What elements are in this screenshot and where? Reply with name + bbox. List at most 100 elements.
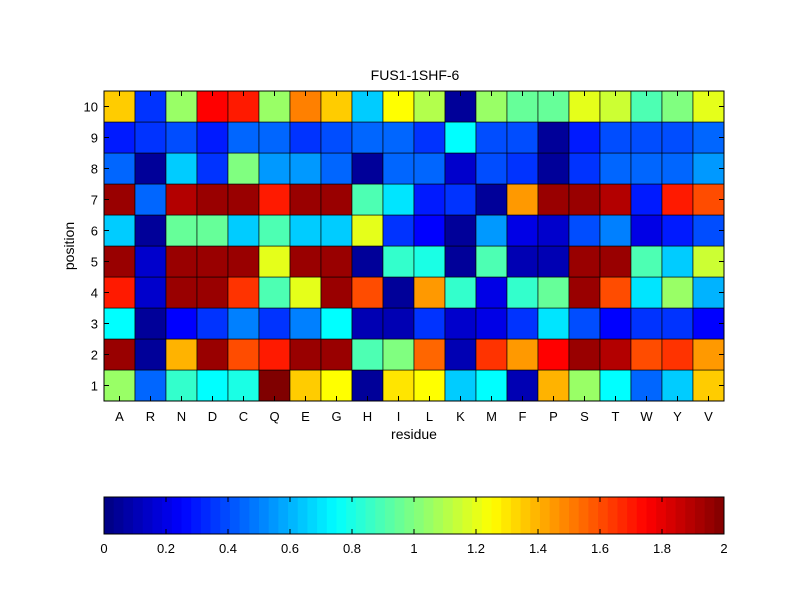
heatmap-cell-Q-10 (258, 90, 291, 123)
heatmap-cell-Q-7 (258, 183, 291, 216)
x-tick-label-I: I (397, 409, 401, 424)
heatmap-cell-E-8 (289, 152, 322, 185)
colorbar-swatch (268, 497, 279, 534)
colorbar-swatch (539, 497, 551, 534)
heatmap-cell-T-6 (599, 214, 632, 247)
colorbar-swatch (365, 497, 376, 534)
colorbar-swatch (491, 497, 502, 534)
heatmap-cell-G-6 (320, 214, 353, 247)
colorbar-swatch (317, 497, 328, 534)
colorbar-tick-label: 0.2 (157, 541, 175, 556)
x-tick-label-W: W (640, 409, 653, 424)
heatmap-cell-E-2 (289, 338, 322, 371)
heatmap-cell-N-7 (165, 183, 198, 216)
heatmap-cell-E-5 (289, 245, 322, 278)
colorbar-swatch (656, 497, 667, 534)
heatmap-cell-M-4 (475, 276, 508, 309)
colorbar-swatch (588, 497, 599, 534)
colorbar-swatch (665, 497, 676, 534)
heatmap-cell-L-10 (413, 90, 446, 123)
colorbar-tick-label: 0.4 (219, 541, 237, 556)
heatmap-cell-F-10 (506, 90, 539, 123)
heatmap-cell-D-8 (196, 152, 229, 185)
heatmap-cell-W-8 (630, 152, 663, 185)
heatmap-cell-W-4 (630, 276, 663, 309)
heatmap-cell-D-6 (196, 214, 229, 247)
x-tick-label-D: D (208, 409, 217, 424)
heatmap-cell-S-8 (568, 152, 601, 185)
heatmap-cell-K-3 (444, 307, 477, 340)
heatmap-cell-D-3 (196, 307, 229, 340)
heatmap-cell-A-2 (103, 338, 136, 371)
heatmap-cell-N-6 (165, 214, 198, 247)
heatmap-cell-F-4 (506, 276, 539, 309)
heatmap-cell-N-5 (165, 245, 198, 278)
heatmap-cell-W-2 (630, 338, 663, 371)
colorbar-swatch (501, 497, 512, 534)
heatmap-cell-G-8 (320, 152, 353, 185)
heatmap-cell-Q-6 (258, 214, 291, 247)
colorbar-swatch (443, 497, 454, 534)
heatmap-frame (103, 90, 725, 402)
x-tick-label-P: P (549, 409, 558, 424)
heatmap-cell-W-3 (630, 307, 663, 340)
heatmap-cell-K-5 (444, 245, 477, 278)
heatmap-cell-W-10 (630, 90, 663, 123)
y-axis-ticks: 1 2 3 4 5 6 7 8 9 10 (84, 100, 724, 394)
y-tick-label-9: 9 (91, 131, 98, 146)
heatmap-cell-A-9 (103, 121, 136, 154)
colorbar-swatch (152, 497, 163, 534)
y-tick-label-1: 1 (91, 379, 98, 394)
heatmap-cell-D-7 (196, 183, 229, 216)
colorbar-swatch (510, 497, 521, 534)
heatmap-cell-H-6 (351, 214, 384, 247)
x-tick-label-R: R (146, 409, 155, 424)
colorbar-swatch (278, 497, 289, 534)
colorbar-swatch (627, 497, 638, 534)
heatmap-cell-A-1 (103, 369, 136, 402)
heatmap-cell-W-1 (630, 369, 663, 402)
heatmap-cell-T-8 (599, 152, 632, 185)
colorbar-swatch (414, 497, 425, 534)
colorbar-swatch (249, 497, 260, 534)
heatmap-cell-K-9 (444, 121, 477, 154)
heatmap-cell-G-3 (320, 307, 353, 340)
heatmap-cell-R-2 (134, 338, 167, 371)
colorbar-swatch (694, 497, 706, 534)
colorbar-swatch (326, 497, 337, 534)
colorbar-swatch (569, 497, 580, 534)
colorbar (104, 497, 725, 534)
heatmap-cell-M-2 (475, 338, 508, 371)
heatmap-cell-T-4 (599, 276, 632, 309)
colorbar-swatch (675, 497, 686, 534)
heatmap-cell-V-1 (692, 369, 725, 402)
x-tick-label-Q: Q (269, 409, 279, 424)
x-axis-label: residue (391, 426, 437, 442)
heatmap-cell-Q-3 (258, 307, 291, 340)
colorbar-swatch (404, 497, 415, 534)
heatmap-cell-Q-8 (258, 152, 291, 185)
heatmap-cell-F-3 (506, 307, 539, 340)
heatmap-cell-M-6 (475, 214, 508, 247)
x-tick-label-H: H (363, 409, 372, 424)
heatmap-cell-C-9 (227, 121, 260, 154)
colorbar-swatch (239, 497, 250, 534)
colorbar-swatch (229, 497, 241, 534)
y-tick-label-4: 4 (91, 286, 98, 301)
heatmap-cell-T-10 (599, 90, 632, 123)
heatmap-cell-H-7 (351, 183, 384, 216)
heatmap-cell-G-5 (320, 245, 353, 278)
heatmap-cell-A-6 (103, 214, 136, 247)
colorbar-swatch (220, 497, 231, 534)
heatmap-cell-C-10 (227, 90, 260, 123)
heatmap-cell-I-9 (382, 121, 415, 154)
heatmap-cell-Y-4 (661, 276, 694, 309)
colorbar-swatch (104, 497, 115, 534)
colorbar-ticks: 0 0.2 0.4 0.6 0.8 1 1.2 1.4 1.6 1.8 2 (100, 497, 728, 556)
heatmap-cell-D-9 (196, 121, 229, 154)
heatmap-cell-D-4 (196, 276, 229, 309)
heatmap-cell-V-9 (692, 121, 725, 154)
colorbar-swatch (452, 497, 463, 534)
